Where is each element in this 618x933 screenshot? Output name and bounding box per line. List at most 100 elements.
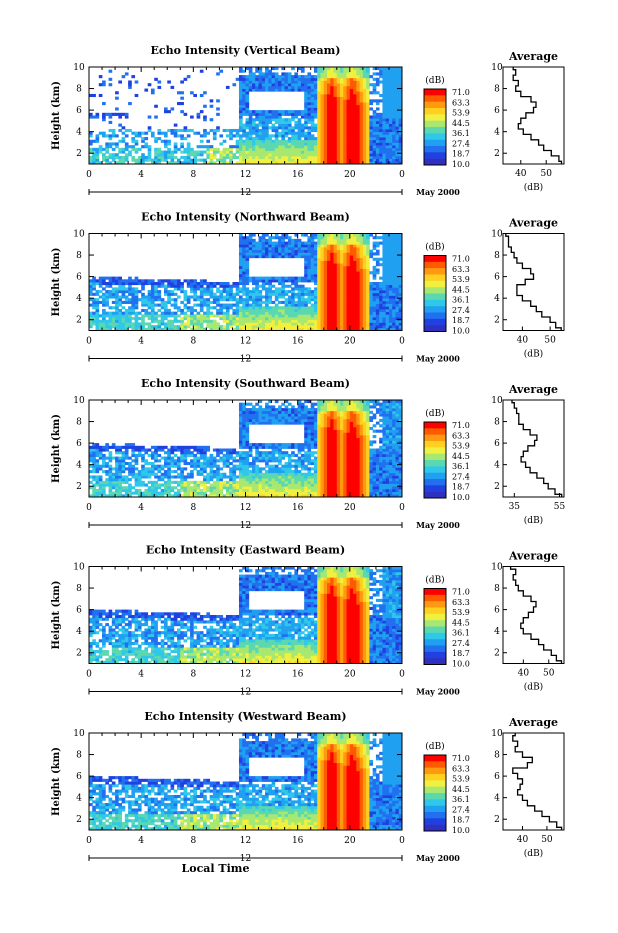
- heatmap-cell: [324, 266, 328, 269]
- heatmap-cell: [382, 279, 386, 282]
- heatmap-cell: [291, 239, 295, 242]
- heatmap-cell: [366, 142, 370, 145]
- heatmap-cell: [314, 312, 318, 315]
- heatmap-cell: [154, 140, 158, 143]
- heatmap-cell: [112, 312, 116, 315]
- heatmap-cell: [389, 244, 393, 247]
- heatmap-cell: [262, 86, 266, 89]
- heatmap-cell: [363, 142, 367, 145]
- heatmap-cell: [268, 285, 272, 288]
- heatmap-cell: [164, 301, 168, 304]
- heatmap-cell: [115, 484, 119, 487]
- heatmap-cell: [353, 304, 357, 307]
- heatmap-cell: [298, 129, 302, 132]
- heatmap-cell: [219, 295, 223, 298]
- heatmap-cell: [105, 298, 109, 301]
- heatmap-cell: [320, 298, 324, 301]
- heatmap-cell: [223, 129, 227, 132]
- heatmap-cell: [392, 325, 396, 328]
- heatmap-cell: [239, 263, 243, 266]
- heatmap-cell: [125, 478, 129, 481]
- heatmap-cell: [161, 446, 165, 449]
- heatmap-cell: [255, 304, 259, 307]
- heatmap-cell: [389, 266, 393, 269]
- heatmap-cell: [330, 258, 334, 261]
- heatmap-cell: [96, 325, 100, 328]
- heatmap-cell: [379, 258, 383, 261]
- heatmap-cell: [180, 285, 184, 288]
- heatmap-cell: [330, 312, 334, 315]
- heatmap-cell: [239, 274, 243, 277]
- heatmap-cell: [115, 478, 119, 481]
- heatmap-cell: [327, 124, 331, 127]
- heatmap-cell: [373, 142, 377, 145]
- heatmap-cell: [128, 301, 132, 304]
- heatmap-cell: [278, 156, 282, 159]
- heatmap-cell: [363, 132, 367, 135]
- heatmap-cell: [96, 470, 100, 473]
- heatmap-cell: [242, 322, 246, 325]
- heatmap-cell: [324, 242, 328, 245]
- heatmap-cell: [135, 312, 139, 315]
- heatmap-cell: [314, 137, 318, 140]
- heatmap-cell: [285, 285, 289, 288]
- heatmap-cell: [232, 134, 236, 137]
- heatmap-cell: [174, 124, 178, 127]
- heatmap-cell: [200, 320, 204, 323]
- heatmap-cell: [392, 151, 396, 154]
- heatmap-cell: [219, 293, 223, 296]
- heatmap-cell: [353, 116, 357, 119]
- heatmap-cell: [249, 126, 253, 129]
- heatmap-cell: [200, 70, 204, 73]
- heatmap-cell: [125, 322, 129, 325]
- heatmap-cell: [197, 484, 201, 487]
- heatmap-cell: [96, 312, 100, 315]
- heatmap-cell: [268, 113, 272, 116]
- heatmap-cell: [320, 309, 324, 312]
- heatmap-cell: [379, 263, 383, 266]
- heatmap-cell: [190, 489, 194, 492]
- heatmap-cell: [379, 113, 383, 116]
- heatmap-cell: [353, 258, 357, 261]
- heatmap-cell: [92, 451, 96, 454]
- heatmap-cell: [386, 247, 390, 250]
- heatmap-cell: [200, 282, 204, 285]
- heatmap-cell: [288, 89, 292, 92]
- heatmap-cell: [360, 75, 364, 78]
- heatmap-cell: [96, 298, 100, 301]
- heatmap-cell: [363, 94, 367, 97]
- heatmap-cell: [157, 446, 161, 449]
- heatmap-cell: [395, 290, 399, 293]
- heatmap-cell: [298, 290, 302, 293]
- heatmap-cell: [356, 255, 360, 258]
- heatmap-cell: [109, 457, 113, 460]
- heatmap-cell: [262, 132, 266, 135]
- heatmap-cell: [99, 478, 103, 481]
- heatmap-cell: [369, 293, 373, 296]
- heatmap-cell: [366, 126, 370, 129]
- heatmap-cell: [223, 314, 227, 317]
- heatmap-cell: [330, 91, 334, 94]
- heatmap-cell: [356, 156, 360, 159]
- heatmap-cell: [226, 156, 230, 159]
- heatmap-cell: [288, 290, 292, 293]
- heatmap-cell: [307, 274, 311, 277]
- heatmap-cell: [122, 75, 126, 78]
- heatmap-cell: [246, 75, 250, 78]
- heatmap-cell: [193, 322, 197, 325]
- heatmap-cell: [180, 80, 184, 83]
- heatmap-cell: [148, 304, 152, 307]
- heatmap-cell: [154, 151, 158, 154]
- heatmap-cell: [314, 252, 318, 255]
- heatmap-cell: [314, 293, 318, 296]
- heatmap-cell: [99, 145, 103, 148]
- heatmap-cell: [379, 132, 383, 135]
- heatmap-cell: [327, 72, 331, 75]
- heatmap-cell: [330, 325, 334, 328]
- heatmap-cell: [246, 99, 250, 102]
- heatmap-cell: [167, 295, 171, 298]
- heatmap-cell: [278, 116, 282, 119]
- heatmap-cell: [392, 306, 396, 309]
- heatmap-cell: [239, 247, 243, 250]
- heatmap-cell: [334, 113, 338, 116]
